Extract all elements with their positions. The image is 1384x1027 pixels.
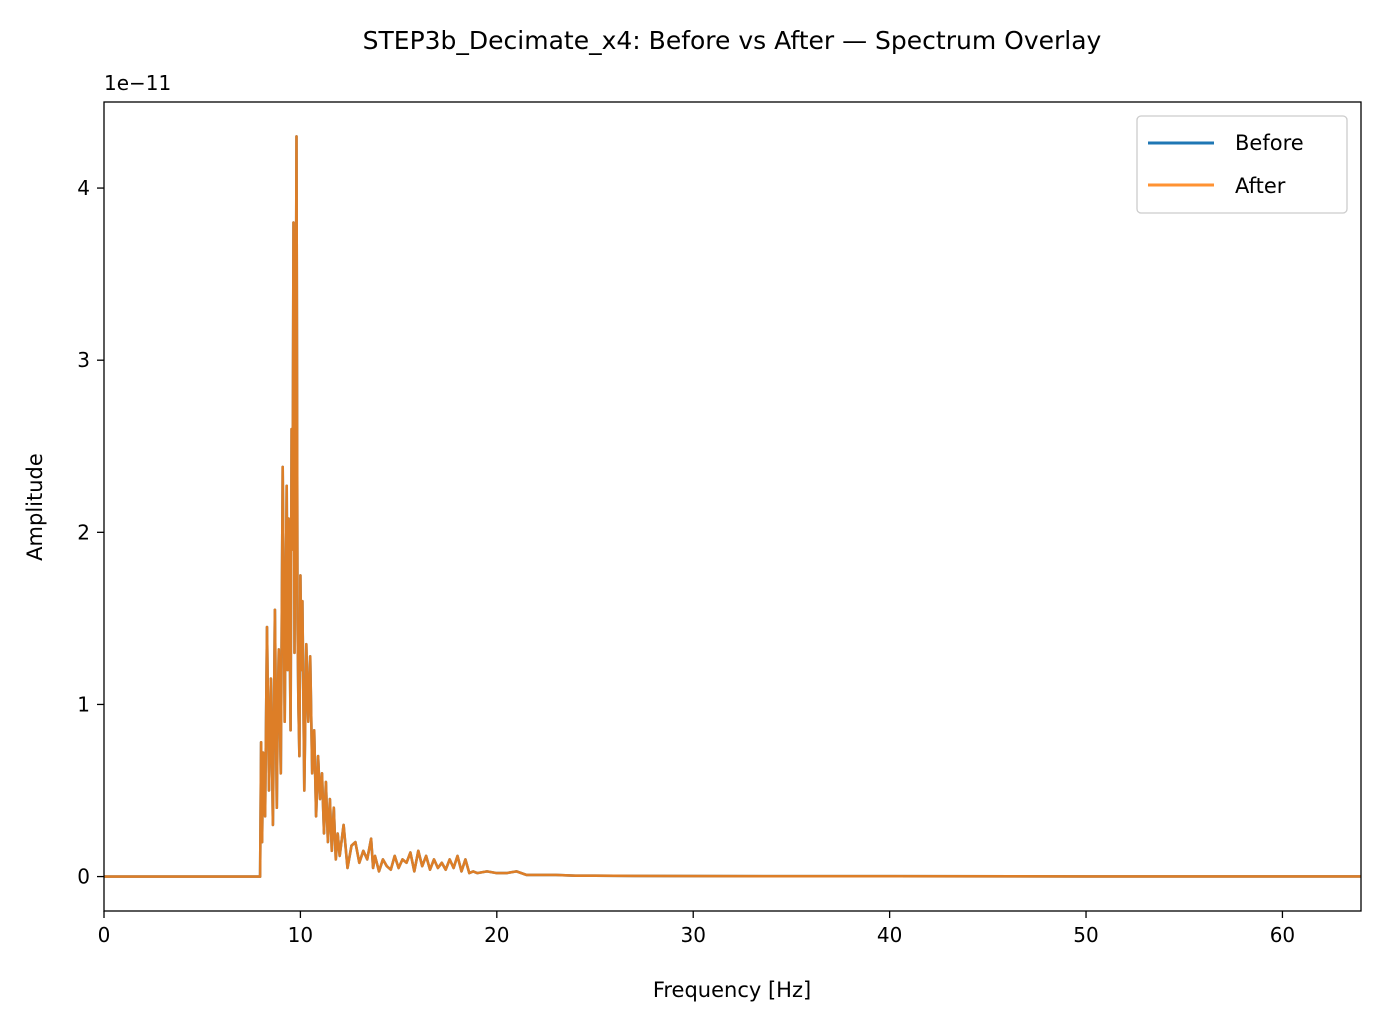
legend-label-after: After [1235, 174, 1286, 198]
x-tick-label: 30 [680, 923, 705, 947]
x-tick-label: 50 [1073, 923, 1098, 947]
chart-title: STEP3b_Decimate_x4: Before vs After — Sp… [363, 26, 1102, 55]
series-layer [104, 135, 1361, 878]
x-tick-label: 60 [1270, 923, 1295, 947]
y-axis-label: Amplitude [23, 453, 47, 561]
legend-label-before: Before [1235, 131, 1304, 155]
plot-frame [103, 101, 1362, 912]
y-tick-label: 3 [77, 348, 90, 372]
x-tick-label: 20 [484, 923, 509, 947]
legend-box [1136, 115, 1348, 214]
x-tick-label: 40 [877, 923, 902, 947]
y-tick-label: 2 [77, 520, 90, 544]
x-tick-label: 0 [98, 923, 111, 947]
legend: Before After [1136, 115, 1348, 214]
y-tick-label: 4 [77, 176, 90, 200]
y-tick-label: 0 [77, 865, 90, 889]
y-offset-text: 1e−11 [104, 71, 171, 95]
x-tick-label: 10 [288, 923, 313, 947]
x-axis-label: Frequency [Hz] [653, 978, 811, 1002]
y-tick-label: 1 [77, 692, 90, 716]
series-line-after [104, 135, 1361, 878]
tick-layer: 0 10 20 30 40 50 60 0 1 2 3 4 [77, 176, 1295, 947]
